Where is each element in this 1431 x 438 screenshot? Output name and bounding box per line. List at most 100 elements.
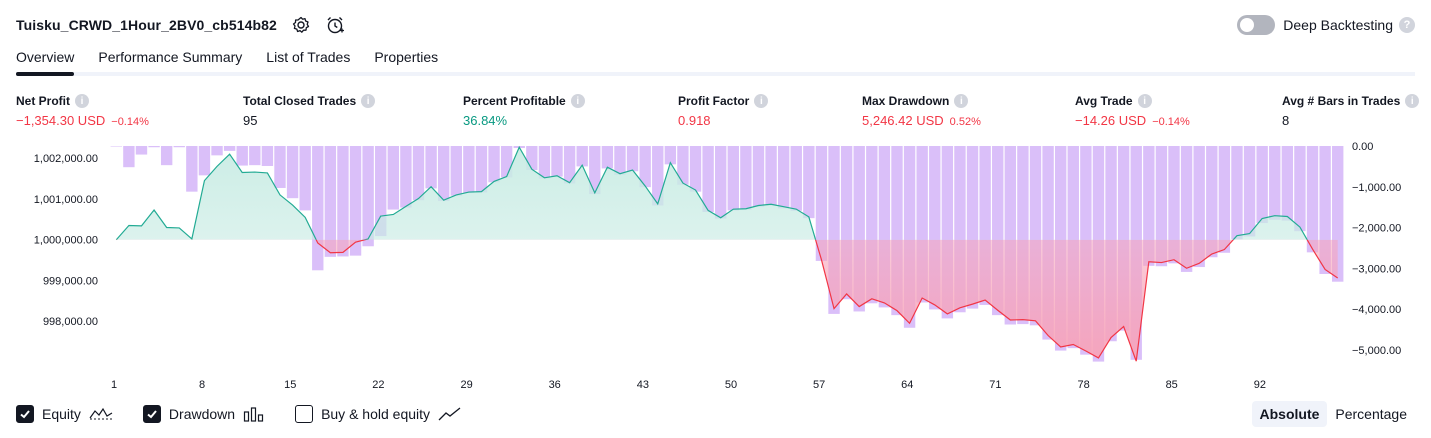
y-right-tick-label: −2,000.00	[1352, 223, 1401, 235]
drawdown-bars-icon	[243, 406, 265, 422]
info-icon[interactable]: i	[1405, 94, 1420, 108]
metric-value: 95	[243, 113, 258, 128]
y-right-tick-label: −3,000.00	[1352, 263, 1401, 275]
deep-backtesting-label: Deep Backtesting	[1283, 17, 1393, 33]
settings-gear-icon[interactable]	[291, 15, 311, 35]
drawdown-bar	[689, 146, 702, 192]
drawdown-bar	[286, 146, 299, 199]
drawdown-bar	[211, 146, 223, 156]
drawdown-bar	[878, 146, 891, 308]
metric-label: Total Closed Trades	[243, 94, 357, 108]
deep-backtesting-help-icon[interactable]: ?	[1399, 17, 1415, 33]
drawdown-bar	[249, 146, 261, 166]
drawdown-bar	[500, 146, 513, 178]
tab-properties[interactable]: Properties	[374, 49, 439, 65]
equity-checkbox[interactable]	[16, 405, 34, 423]
drawdown-bar	[236, 146, 248, 166]
drawdown-bar	[375, 146, 387, 237]
drawdown-bar	[1004, 146, 1017, 325]
y-left-tick-label: 998,000.00	[43, 316, 98, 328]
drawdown-bar	[173, 146, 185, 148]
absolute-mode-button[interactable]: Absolute	[1251, 401, 1328, 427]
chart-legend: Equity Drawdown Buy & hold equity	[16, 403, 492, 425]
x-tick-label: 57	[813, 379, 825, 391]
metric-total-closed-trades: Total Closed Trades i 95	[243, 94, 376, 128]
drawdown-bar	[1193, 146, 1205, 268]
legend-drawdown[interactable]: Drawdown	[142, 405, 265, 423]
drawdown-bar	[274, 146, 286, 188]
tab-overview[interactable]: Overview	[16, 44, 75, 76]
drawdown-bar	[1332, 146, 1344, 282]
drawdown-bar	[614, 146, 626, 175]
drawdown-bar	[400, 146, 412, 208]
metric-value: 0.918	[678, 113, 711, 128]
metric-percent: −0.14%	[1152, 116, 1190, 128]
x-tick-label: 78	[1077, 379, 1089, 391]
info-icon[interactable]: i	[75, 94, 89, 108]
drawdown-bar	[337, 146, 349, 257]
x-tick-label: 22	[372, 379, 384, 391]
y-right-tick-label: 0.00	[1352, 141, 1373, 153]
tab-list-of-trades[interactable]: List of Trades	[266, 49, 351, 65]
drawdown-bar	[652, 146, 664, 206]
equity-line-negative	[116, 239, 1339, 362]
drawdown-bar	[1294, 146, 1306, 232]
x-tick-label: 85	[1166, 379, 1178, 391]
metric-value: 5,246.42 USD	[862, 113, 944, 128]
drawdown-bar	[160, 146, 173, 166]
metric-value: −14.26 USD	[1075, 113, 1147, 128]
drawdown-bar	[727, 146, 739, 211]
metric-label: Avg Trade	[1075, 94, 1133, 108]
drawdown-bar	[626, 146, 639, 172]
legend-buy-hold-equity[interactable]: Buy & hold equity	[295, 405, 462, 423]
metric-max-drawdown: Max Drawdown i 5,246.42 USD 0.52%	[862, 94, 981, 128]
drawdown-bar	[261, 146, 274, 166]
y-right-tick-label: −4,000.00	[1352, 304, 1401, 316]
drawdown-bar	[488, 146, 500, 183]
drawdown-bar	[551, 146, 563, 177]
drawdown-bar	[538, 146, 551, 179]
metric-avg-bars-in-trades: Avg # Bars in Trades i 8	[1282, 94, 1420, 128]
drawdown-bar	[840, 146, 853, 300]
drawdown-bar	[349, 146, 362, 256]
buy-hold-checkbox[interactable]	[295, 405, 314, 423]
info-icon[interactable]: i	[570, 94, 585, 108]
drawdown-bar	[702, 146, 714, 213]
info-icon[interactable]: i	[954, 94, 969, 108]
x-tick-label: 50	[725, 379, 737, 391]
equity-drawdown-chart[interactable]: 1,002,000.00 1,001,000.00 1,000,000.00 999,…	[0, 140, 1431, 392]
drawdown-bar	[1269, 146, 1281, 220]
tab-performance-summary[interactable]: Performance Summary	[98, 49, 243, 65]
x-tick-label: 1	[111, 379, 117, 391]
drawdown-bar	[362, 146, 374, 247]
x-tick-label: 64	[901, 379, 913, 391]
buy-hold-line-icon	[438, 406, 462, 422]
drawdown-bar	[576, 146, 588, 167]
drawdown-bar	[1143, 146, 1155, 266]
drawdown-bar	[803, 146, 815, 219]
equity-area-positive	[116, 147, 1338, 240]
metric-avg-trade: Avg Trade i −14.26 USD −0.14%	[1075, 94, 1190, 128]
drawdown-bar	[601, 146, 614, 169]
value-mode-switch: Absolute Percentage	[1251, 401, 1416, 427]
y-right-tick-label: −1,000.00	[1352, 182, 1401, 194]
drawdown-bar	[1256, 146, 1268, 224]
info-icon[interactable]: i	[361, 94, 376, 108]
add-alert-clock-icon[interactable]	[325, 15, 345, 35]
x-tick-label: 43	[637, 379, 649, 391]
percentage-mode-button[interactable]: Percentage	[1335, 406, 1407, 422]
deep-backtesting-toggle[interactable]	[1237, 15, 1276, 35]
x-tick-label: 29	[460, 379, 472, 391]
drawdown-checkbox[interactable]	[142, 405, 161, 423]
drawdown-bar	[148, 146, 160, 148]
drawdown-bar	[110, 146, 122, 147]
legend-equity[interactable]: Equity	[16, 405, 113, 423]
metric-percent: −0.14%	[111, 116, 149, 128]
x-tick-label: 36	[549, 379, 561, 391]
metric-net-profit: Net Profit i −1,354.30 USD −0.14%	[16, 94, 149, 128]
drawdown-bar	[979, 146, 991, 305]
info-icon[interactable]: i	[754, 94, 769, 108]
drawdown-bar	[929, 146, 941, 310]
drawdown-bar	[639, 146, 651, 188]
info-icon[interactable]: i	[1137, 94, 1152, 108]
